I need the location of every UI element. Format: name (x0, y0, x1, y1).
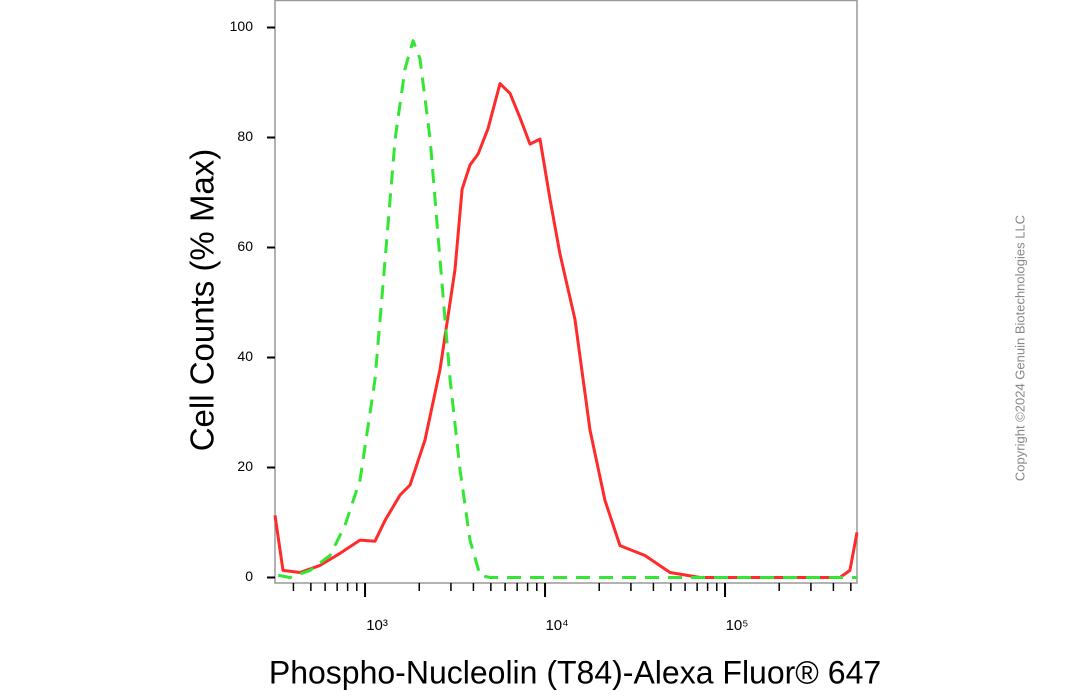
y-axis-label: Cell Counts (% Max) (184, 149, 221, 452)
y-tick-label: 40 (237, 348, 253, 364)
y-tick-label: 100 (230, 18, 254, 34)
y-tick-label: 20 (237, 458, 253, 474)
series-line (277, 39, 857, 579)
x-tick-label: 10⁴ (545, 617, 568, 634)
x-axis-label: Phospho-Nucleolin (T84)-Alexa Fluor® 647 (269, 654, 881, 690)
copyright: Copyright ©2024 Genuin Biotechnologies L… (1012, 215, 1027, 481)
plot-frame (274, 0, 858, 584)
y-tick-label: 60 (237, 238, 253, 254)
y-tick-label: 80 (237, 128, 253, 144)
y-tick-label: 0 (245, 568, 253, 584)
x-tick-label: 10⁵ (726, 617, 749, 634)
series-line (273, 82, 859, 579)
x-tick-label: 10³ (366, 617, 388, 634)
